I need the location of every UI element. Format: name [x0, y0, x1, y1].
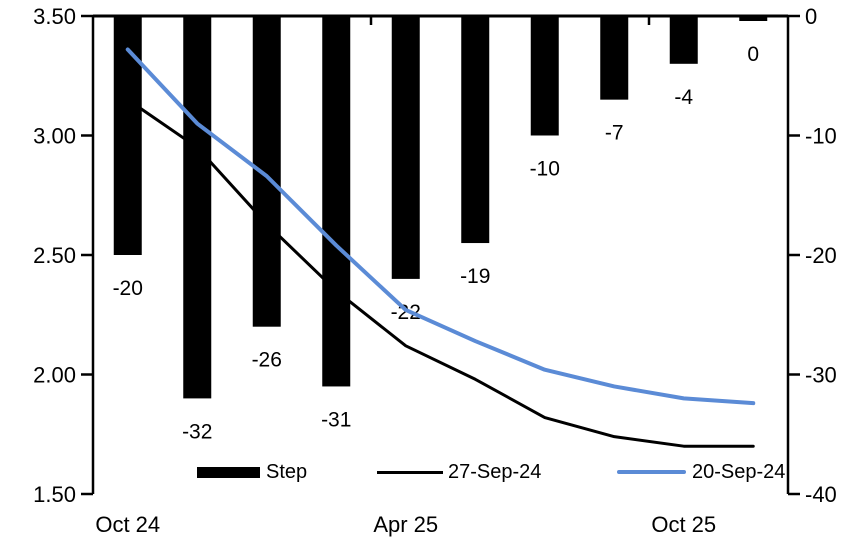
- bar-data-label: -20: [113, 277, 143, 300]
- bar-data-label: 0: [747, 43, 759, 66]
- bar-data-label: -19: [460, 265, 490, 288]
- bar-data-label: -22: [391, 301, 421, 324]
- right-axis-tick-label: -10: [805, 124, 837, 149]
- right-axis-tick-label: -30: [805, 363, 837, 388]
- bar-data-label: -7: [605, 122, 624, 145]
- step-bar: [113, 16, 142, 255]
- bar-data-label: -31: [321, 408, 351, 431]
- right-axis-tick-label: -40: [805, 482, 837, 507]
- left-axis-tick-label: 2.50: [33, 243, 76, 268]
- legend-item-27-sep-24: 27-Sep-24: [377, 461, 541, 483]
- legend-swatch-step-bar: [197, 466, 260, 478]
- x-axis-label: Oct 25: [651, 512, 716, 537]
- x-axis-label: Oct 24: [95, 512, 160, 537]
- bar-data-label: -10: [530, 158, 560, 181]
- step-bar: [600, 16, 629, 100]
- step-bar: [252, 16, 281, 327]
- bar-data-label: -32: [182, 420, 212, 443]
- line-series-27-Sep-24: [126, 98, 755, 448]
- left-axis-tick-label: 2.00: [33, 363, 76, 388]
- legend-label-20-sep-24: 20-Sep-24: [692, 461, 786, 483]
- legend-label-27-sep-24: 27-Sep-24: [448, 461, 542, 483]
- left-axis-tick-label: 1.50: [33, 482, 76, 507]
- right-axis-tick-label: -20: [805, 243, 837, 268]
- left-axis-tick-label: 3.50: [33, 4, 76, 29]
- bar-data-label: -4: [674, 86, 693, 109]
- x-axis-label: Apr 25: [373, 512, 438, 537]
- step-bar: [391, 16, 420, 279]
- legend-item-step: Step: [197, 461, 307, 483]
- right-axis-tick-label: 0: [805, 4, 817, 29]
- left-axis-tick-label: 3.00: [33, 124, 76, 149]
- legend-label-step: Step: [266, 461, 308, 483]
- step-bar: [530, 16, 559, 136]
- legend-swatch-blue-line: [617, 470, 686, 474]
- line-series-20-Sep-24: [125, 47, 756, 406]
- step-bar: [739, 16, 768, 21]
- step-bar: [322, 16, 351, 387]
- step-bar: [183, 16, 212, 399]
- step-bar: [669, 16, 698, 64]
- legend-item-20-sep-24: 20-Sep-24: [617, 461, 785, 483]
- legend-swatch-black-line: [377, 470, 443, 474]
- step-bar: [461, 16, 490, 244]
- bar-data-label: -26: [252, 349, 282, 372]
